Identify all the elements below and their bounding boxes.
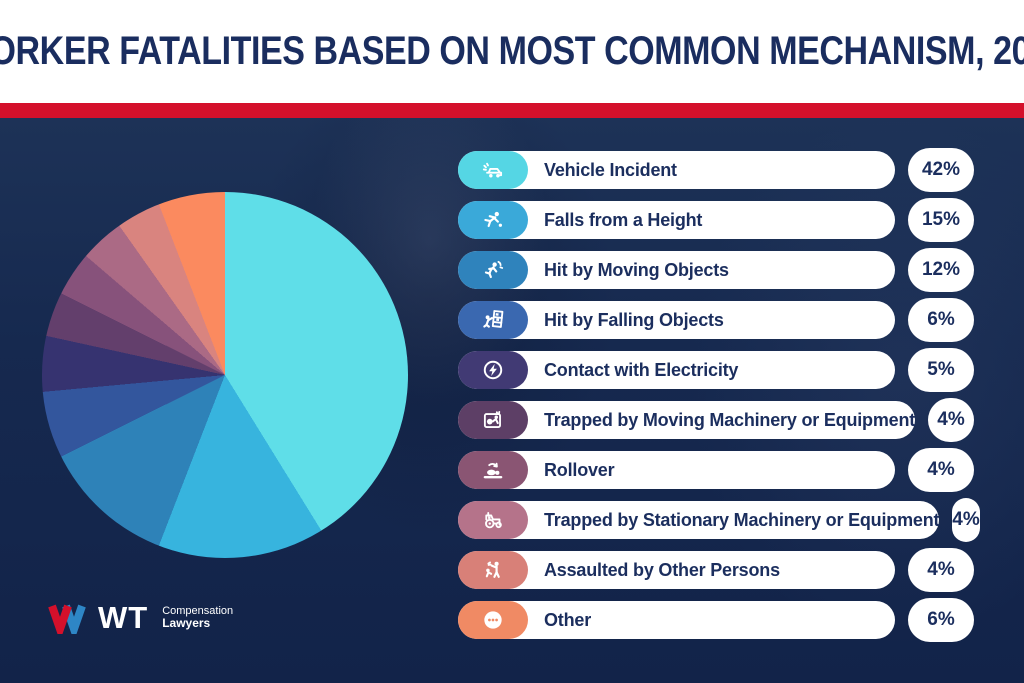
percent-pill: 6% bbox=[908, 598, 974, 642]
brand-logo: WT Compensation Lawyers bbox=[46, 600, 233, 636]
percent-value: 42% bbox=[921, 159, 961, 180]
legend-row: Rollover 4% bbox=[458, 448, 974, 492]
electricity-bolt-icon bbox=[458, 351, 528, 389]
tractor-icon bbox=[458, 501, 528, 539]
legend-label: Assaulted by Other Persons bbox=[544, 559, 780, 580]
logo-text: WT bbox=[98, 600, 149, 635]
legend-label: Rollover bbox=[544, 459, 615, 480]
legend-label: Vehicle Incident bbox=[544, 159, 677, 180]
legend-label: Hit by Falling Objects bbox=[544, 309, 724, 330]
percent-pill: 15% bbox=[908, 198, 974, 242]
rollover-icon bbox=[458, 451, 528, 489]
percent-pill: 12% bbox=[908, 248, 974, 292]
percent-value: 6% bbox=[927, 309, 955, 330]
percent-pill: 4% bbox=[908, 548, 974, 592]
assault-icon bbox=[458, 551, 528, 589]
legend-bar: Falls from a Height bbox=[458, 201, 895, 239]
red-divider-band bbox=[0, 103, 1024, 118]
legend-bar: Trapped by Stationary Machinery or Equip… bbox=[458, 501, 939, 539]
legend-label: Other bbox=[544, 609, 592, 630]
legend-label: Falls from a Height bbox=[544, 209, 703, 230]
percent-value: 6% bbox=[927, 609, 955, 630]
percent-pill: 4% bbox=[908, 448, 974, 492]
percent-value: 4% bbox=[927, 559, 955, 580]
page-title: WORKER FATALITIES BASED ON MOST COMMON M… bbox=[0, 29, 1024, 73]
percent-value: 12% bbox=[921, 259, 961, 280]
header: WORKER FATALITIES BASED ON MOST COMMON M… bbox=[0, 0, 1024, 103]
legend-row: Trapped by Moving Machinery or Equipment… bbox=[458, 398, 974, 442]
moving-machinery-icon bbox=[458, 401, 528, 439]
percent-pill: 4% bbox=[928, 398, 974, 442]
percent-value: 15% bbox=[921, 209, 961, 230]
legend-bar: Other bbox=[458, 601, 895, 639]
percent-pill: 6% bbox=[908, 298, 974, 342]
percent-pill: 5% bbox=[908, 348, 974, 392]
wt-logo-mark bbox=[48, 604, 86, 634]
legend-label: Contact with Electricity bbox=[544, 359, 739, 380]
legend-row: Contact with Electricity 5% bbox=[458, 348, 974, 392]
tagline-line1: Compensation bbox=[162, 604, 234, 617]
legend-row: Hit by Falling Objects 6% bbox=[458, 298, 974, 342]
legend-row: Other 6% bbox=[458, 598, 974, 642]
percent-value: 4% bbox=[937, 409, 965, 430]
percent-value: 4% bbox=[927, 459, 955, 480]
ellipsis-icon bbox=[458, 601, 528, 639]
legend-bar: Hit by Moving Objects bbox=[458, 251, 895, 289]
hit-by-moving-objects-icon bbox=[458, 251, 528, 289]
legend-row: Vehicle Incident 42% bbox=[458, 148, 974, 192]
legend-row: Hit by Moving Objects 12% bbox=[458, 248, 974, 292]
hit-by-falling-objects-icon bbox=[458, 301, 528, 339]
logo-tagline: Compensation Lawyers bbox=[158, 605, 233, 631]
pie-chart bbox=[42, 192, 408, 558]
legend-bar: Hit by Falling Objects bbox=[458, 301, 895, 339]
legend-label: Hit by Moving Objects bbox=[544, 259, 729, 280]
legend-list: Vehicle Incident 42% Falls from a Height… bbox=[458, 148, 980, 642]
falling-person-icon bbox=[458, 201, 528, 239]
legend-bar: Vehicle Incident bbox=[458, 151, 895, 189]
car-crash-icon bbox=[458, 151, 528, 189]
legend-bar: Assaulted by Other Persons bbox=[458, 551, 895, 589]
percent-pill: 4% bbox=[952, 498, 980, 542]
percent-value: 5% bbox=[927, 359, 955, 380]
percent-value: 4% bbox=[952, 509, 980, 530]
percent-pill: 42% bbox=[908, 148, 974, 192]
legend-row: Trapped by Stationary Machinery or Equip… bbox=[458, 498, 980, 542]
legend-bar: Rollover bbox=[458, 451, 895, 489]
legend-row: Assaulted by Other Persons 4% bbox=[458, 548, 974, 592]
legend-bar: Trapped by Moving Machinery or Equipment bbox=[458, 401, 915, 439]
legend-row: Falls from a Height 15% bbox=[458, 198, 974, 242]
legend-label: Trapped by Stationary Machinery or Equip… bbox=[544, 509, 940, 530]
legend-bar: Contact with Electricity bbox=[458, 351, 895, 389]
tagline-line2: Lawyers bbox=[162, 616, 211, 631]
legend-label: Trapped by Moving Machinery or Equipment bbox=[544, 409, 916, 430]
